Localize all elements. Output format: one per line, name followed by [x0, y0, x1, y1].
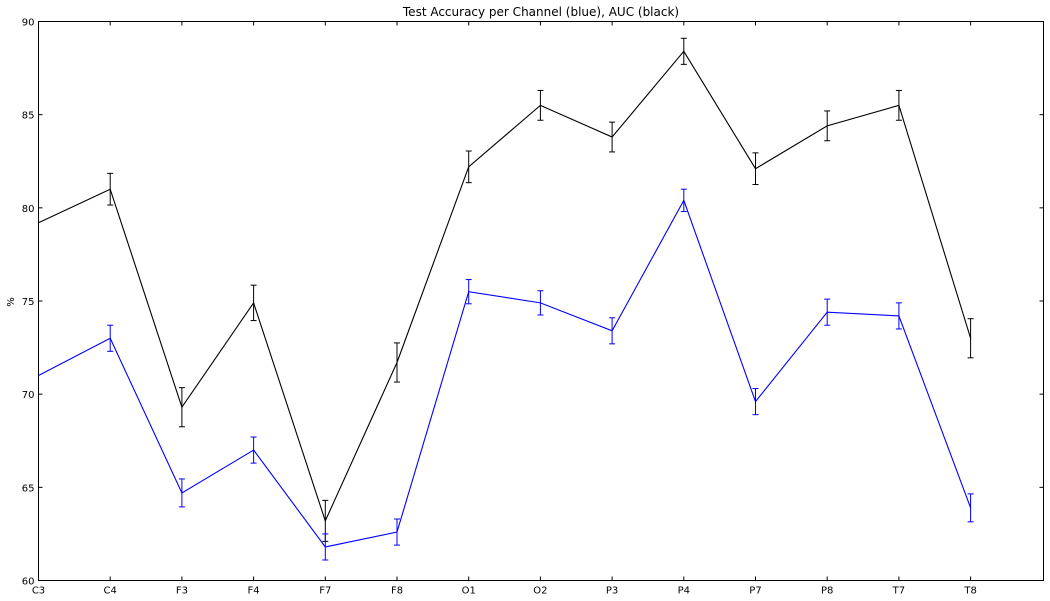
x-tick-label: T8: [963, 586, 976, 597]
y-tick-label: 90: [22, 18, 35, 29]
x-tick-label: O1: [462, 586, 476, 597]
y-tick-label: 70: [22, 390, 35, 401]
y-tick-label: 85: [22, 111, 35, 122]
series-line: [38, 50, 972, 523]
axes: 60 65 70 75 80 85 90 C3 C4 F3 F4 F7 F8 O1 O2 P3 P4 P7 P8 T7…: [22, 18, 1044, 597]
x-tick-label: P8: [821, 586, 833, 597]
y-tick-label: 75: [22, 297, 35, 308]
y-tick-label: 80: [22, 204, 35, 215]
x-tick-label: O2: [533, 586, 547, 597]
y-tick-label: 60: [22, 577, 35, 588]
x-tick-label: C3: [32, 586, 45, 597]
series-layer: [38, 37, 974, 561]
x-tick-label: P7: [749, 586, 761, 597]
x-tick-label: T7: [892, 586, 905, 597]
x-tick-label: F4: [248, 586, 260, 597]
x-tick-label: C4: [104, 586, 117, 597]
series-line: [38, 199, 972, 548]
x-tick-label: F7: [319, 586, 331, 597]
x-tick-label: P4: [678, 586, 690, 597]
chart-title: Test Accuracy per Channel (blue), AUC (b…: [402, 5, 679, 19]
y-axis-label: %: [6, 297, 17, 307]
x-tick-label: F8: [391, 586, 403, 597]
y-tick-label: 65: [22, 483, 35, 494]
x-tick-label: F3: [176, 586, 188, 597]
x-tick-label: P3: [606, 586, 618, 597]
